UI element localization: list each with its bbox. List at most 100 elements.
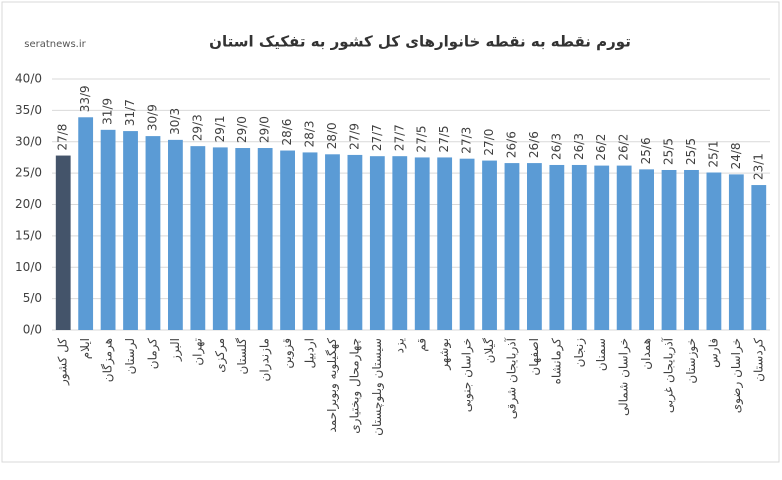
value-label: 30/9 <box>145 104 159 131</box>
x-tick-label: اردبیل <box>303 338 318 369</box>
x-tick-label: خراسان شمالی <box>617 338 632 416</box>
value-label: 29/1 <box>213 115 227 142</box>
value-label: 25/6 <box>639 137 653 164</box>
value-label: 29/0 <box>235 116 249 143</box>
value-label: 26/6 <box>527 131 541 158</box>
bar <box>280 150 295 330</box>
y-tick-label: 20/0 <box>15 197 42 211</box>
x-tick-label: بوشهر <box>437 338 452 371</box>
bar <box>459 158 475 330</box>
bar <box>168 139 183 330</box>
x-tick-label: لرستان <box>123 338 138 374</box>
bar <box>549 164 565 330</box>
value-label: 31/7 <box>123 99 137 126</box>
x-tick-label: البرز <box>168 338 183 362</box>
y-tick-label: 10/0 <box>15 260 42 274</box>
x-tick-label: خراسان جنوبی <box>460 338 475 412</box>
y-tick-label: 25/0 <box>15 166 42 180</box>
value-label: 23/1 <box>751 153 765 180</box>
value-label: 29/3 <box>190 114 204 141</box>
x-tick-label: فارس <box>706 338 721 368</box>
bar <box>504 163 520 330</box>
value-label: 26/3 <box>549 133 563 160</box>
bar <box>55 155 71 330</box>
bar <box>100 129 116 330</box>
x-tick-label: کهگیلویه وبویراحمد <box>325 338 340 433</box>
x-tick-label: آذربایجان شرقی <box>503 337 519 419</box>
bar <box>369 156 385 330</box>
x-tick-label: قزوین <box>280 338 295 369</box>
bar <box>414 157 430 330</box>
x-tick-label: خراسان رضوی <box>729 338 744 413</box>
chart-title: تورم نقطه به نقطه خانوارهای کل کشور به ت… <box>209 33 631 51</box>
x-tick-label: گیلان <box>482 338 496 364</box>
bar <box>145 136 161 330</box>
bar <box>190 146 206 330</box>
bar <box>684 169 699 330</box>
value-label: 28/0 <box>325 122 339 149</box>
x-tick-label: کل کشور <box>56 338 71 386</box>
bar <box>639 169 654 330</box>
bar <box>482 160 497 330</box>
bar <box>347 154 363 330</box>
value-label: 26/3 <box>572 133 586 160</box>
bar <box>437 157 453 330</box>
bar <box>392 156 408 330</box>
y-tick-label: 0/0 <box>23 323 42 337</box>
y-tick-label: 40/0 <box>15 72 42 86</box>
x-tick-label: زنجان <box>572 338 587 368</box>
y-tick-label: 30/0 <box>15 134 42 148</box>
y-tick-label: 15/0 <box>15 228 42 242</box>
x-tick-label: هرمزگان <box>101 338 116 382</box>
value-label: 30/3 <box>168 108 182 135</box>
y-tick-label: 35/0 <box>15 103 42 117</box>
x-tick-label: تهران <box>190 338 205 366</box>
x-tick-label: کرمان <box>145 338 160 370</box>
value-label: 31/9 <box>101 98 115 125</box>
x-tick-label: سیستان وبلوچستان <box>370 338 385 436</box>
bar <box>235 148 251 330</box>
bar <box>661 169 677 330</box>
value-label: 25/1 <box>706 141 720 168</box>
value-label: 25/5 <box>662 138 676 165</box>
value-label: 27/8 <box>56 124 70 151</box>
x-tick-label: خوزستان <box>684 338 699 384</box>
value-label: 27/0 <box>482 129 496 156</box>
bar <box>616 165 632 330</box>
value-label: 28/3 <box>303 120 317 147</box>
x-tick-label: همدان <box>639 338 653 370</box>
x-tick-label: یزد <box>392 338 407 353</box>
value-label: 27/3 <box>460 127 474 154</box>
bar <box>594 165 610 330</box>
value-label: 28/6 <box>280 119 294 146</box>
x-tick-label: ایلام <box>78 338 92 359</box>
bar <box>257 148 273 330</box>
bar <box>527 163 542 330</box>
y-tick-label: 5/0 <box>23 291 42 305</box>
value-label: 26/6 <box>504 131 518 158</box>
value-label: 33/9 <box>78 85 92 112</box>
x-tick-label: مرکزی <box>213 338 228 373</box>
bar <box>751 185 767 330</box>
bar <box>212 147 228 330</box>
bar <box>123 131 138 330</box>
x-tick-label: اصفهان <box>527 338 541 376</box>
value-label: 27/9 <box>347 123 361 150</box>
value-label: 26/2 <box>617 134 631 161</box>
watermark: seratnews.ir <box>24 39 86 50</box>
value-label: 27/7 <box>392 124 406 151</box>
x-tick-label: مازندران <box>258 338 273 381</box>
x-tick-label: کردستان <box>751 338 766 382</box>
bar <box>325 154 340 330</box>
bar <box>78 117 94 330</box>
value-label: 27/5 <box>437 125 451 152</box>
x-tick-label: سمنان <box>594 338 608 371</box>
x-tick-label: چهارمحال وبختیاری <box>347 338 362 434</box>
bar <box>706 172 722 330</box>
x-tick-label: کرمانشاه <box>549 338 564 385</box>
x-tick-label: قم <box>415 338 429 352</box>
x-tick-label: آذربایجان غربی <box>661 337 677 413</box>
bar <box>571 164 587 330</box>
value-label: 29/0 <box>258 116 272 143</box>
